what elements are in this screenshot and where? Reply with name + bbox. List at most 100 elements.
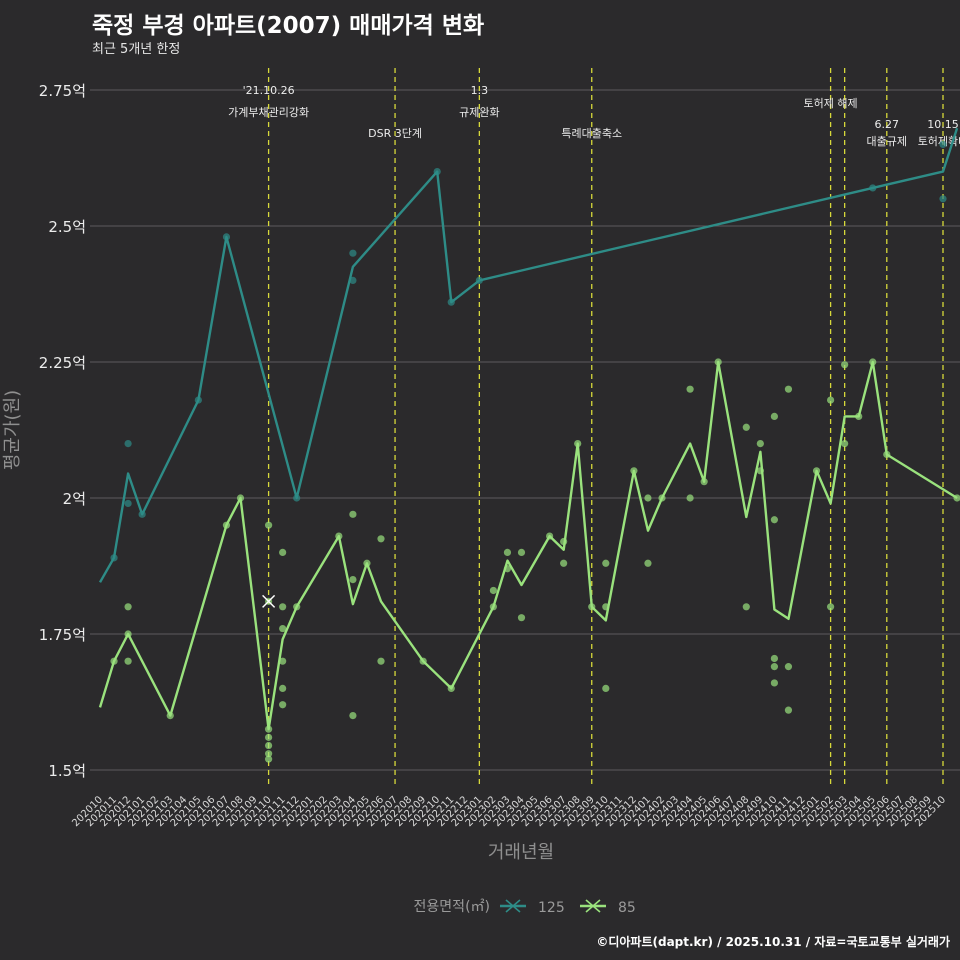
series-125 — [98, 127, 959, 583]
data-point — [433, 168, 441, 176]
legend-label: 85 — [618, 900, 636, 916]
data-point — [265, 725, 273, 733]
data-point — [644, 559, 652, 567]
data-point — [812, 467, 821, 475]
data-point — [770, 654, 779, 663]
data-point — [124, 630, 132, 638]
y-axis-title: 평균가(원) — [2, 390, 23, 470]
event-name-label: 특례대출축소 — [561, 127, 622, 140]
data-point — [953, 494, 960, 502]
data-point — [658, 494, 666, 502]
data-point — [883, 450, 891, 459]
data-point — [349, 576, 357, 584]
data-point — [602, 684, 610, 693]
legend-key-x — [505, 899, 521, 913]
data-point — [517, 548, 526, 557]
highlight-marker — [262, 594, 276, 608]
data-point — [377, 535, 385, 543]
data-point — [475, 276, 483, 284]
legend-title: 전용면적(㎡) — [414, 899, 490, 915]
data-point — [602, 559, 610, 567]
data-point — [124, 440, 132, 448]
data-point — [124, 657, 132, 665]
data-point — [222, 233, 231, 241]
event-name-label: 토허제 해제 — [804, 96, 858, 110]
data-point — [686, 494, 694, 502]
data-point — [110, 554, 118, 562]
data-point — [503, 565, 512, 573]
y-tick-label: 1.5억 — [48, 762, 86, 780]
data-point — [503, 548, 512, 557]
data-point — [279, 701, 287, 709]
data-point — [194, 396, 202, 404]
event-date-label: 6.27 — [875, 118, 900, 131]
data-point — [560, 559, 568, 567]
data-point — [827, 603, 835, 611]
series-line-125 — [98, 127, 959, 583]
data-point — [869, 184, 877, 192]
data-point — [166, 712, 174, 720]
event-name-label: 대출규제 — [867, 135, 907, 148]
y-tick-label: 2.75억 — [39, 82, 86, 100]
data-point — [939, 195, 947, 203]
gridlines: 1.5억 1.75억 2억 2.25억 2.5억 2.75억 — [39, 82, 960, 780]
data-point — [265, 521, 273, 529]
source-caption: ©디아파트(dapt.kr) / 2025.10.31 / 자료=국토교통부 실… — [596, 935, 950, 949]
data-point — [489, 586, 497, 595]
data-point — [546, 532, 554, 540]
data-point — [602, 603, 610, 611]
y-tick-label: 2.5억 — [48, 218, 86, 236]
event-date-label: 10.15 — [927, 118, 959, 131]
chart-title: 죽정 부경 아파트(2007) 매매가격 변화 — [92, 13, 485, 39]
data-point — [841, 361, 849, 369]
data-point — [517, 614, 526, 622]
event-date-label: '21.10.26 — [243, 84, 295, 97]
data-point — [714, 358, 722, 366]
data-point — [279, 548, 287, 557]
data-point — [110, 657, 118, 665]
data-point — [265, 741, 273, 750]
data-point — [124, 499, 132, 508]
legend-label: 125 — [538, 900, 565, 916]
data-point — [349, 276, 357, 284]
data-point — [588, 603, 596, 611]
data-point — [855, 412, 863, 420]
data-point — [279, 684, 287, 693]
data-point — [630, 467, 638, 475]
data-point — [293, 603, 301, 611]
data-point — [349, 712, 357, 720]
data-point — [756, 467, 764, 475]
chart-subtitle: 최근 5개년 한정 — [92, 42, 181, 57]
data-point — [560, 537, 568, 546]
data-point — [447, 298, 455, 306]
data-point — [419, 657, 427, 665]
data-point — [349, 249, 357, 257]
y-tick-label: 2억 — [63, 490, 86, 508]
data-point — [827, 396, 835, 404]
y-tick-label: 2.25억 — [39, 354, 86, 372]
legend-item-85: 85 — [580, 899, 636, 916]
data-point — [841, 440, 849, 448]
data-point — [335, 532, 343, 540]
data-point — [939, 140, 947, 148]
data-point — [377, 657, 385, 665]
event-name-label: 규제완화 — [459, 106, 499, 119]
data-point — [124, 603, 132, 611]
series-85 — [98, 358, 960, 763]
data-point — [784, 385, 793, 393]
event-date-label: 1.3 — [471, 84, 489, 97]
x-axis-title: 거래년월 — [488, 842, 554, 863]
data-point — [644, 494, 652, 502]
data-point — [756, 440, 764, 448]
data-point — [279, 657, 287, 665]
data-point — [363, 559, 371, 567]
event-name-label: 토허제확대 — [918, 135, 960, 148]
data-point — [138, 510, 146, 518]
data-point — [279, 603, 287, 611]
data-point — [236, 494, 245, 502]
highlight-x — [262, 594, 276, 608]
series-line-85 — [98, 360, 958, 731]
